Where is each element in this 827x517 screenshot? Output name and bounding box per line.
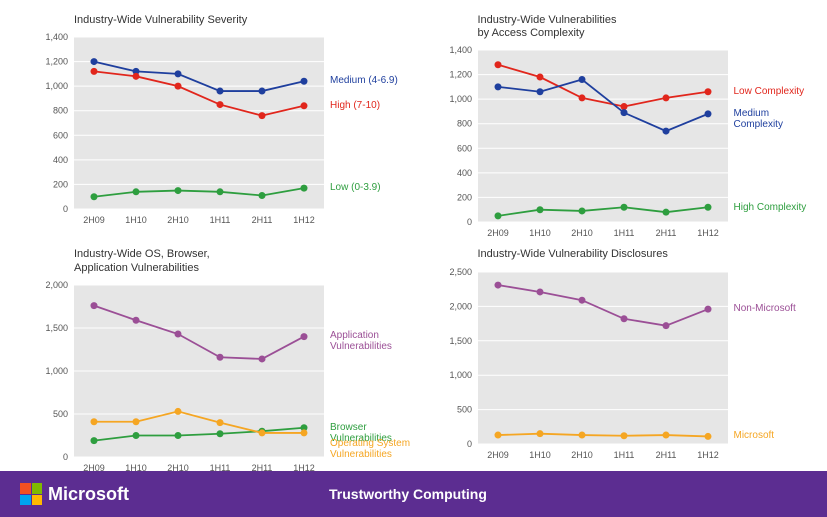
- series-label: Medium (4-6.9): [330, 75, 398, 86]
- footer-bar: Microsoft Trustworthy Computing: [0, 471, 827, 517]
- series-label: Microsoft: [734, 430, 775, 441]
- chart-title: Industry-Wide OS, Browser, Application V…: [10, 244, 414, 278]
- chart-title: Industry-Wide Vulnerability Disclosures: [414, 244, 818, 265]
- svg-text:2H10: 2H10: [167, 215, 189, 225]
- svg-text:0: 0: [466, 439, 471, 449]
- svg-text:2H11: 2H11: [252, 215, 273, 225]
- svg-text:1,000: 1,000: [449, 95, 472, 105]
- svg-text:2H11: 2H11: [655, 450, 676, 460]
- ms-tiles-icon: [20, 483, 42, 505]
- svg-text:600: 600: [53, 130, 68, 140]
- svg-text:1H11: 1H11: [613, 450, 634, 460]
- svg-text:2H09: 2H09: [487, 228, 509, 238]
- svg-text:1,000: 1,000: [45, 366, 68, 376]
- svg-text:1,400: 1,400: [449, 45, 472, 55]
- chart-panel-access: Industry-Wide Vulnerabilities by Access …: [414, 10, 818, 244]
- svg-text:800: 800: [456, 119, 471, 129]
- svg-text:600: 600: [456, 144, 471, 154]
- svg-text:0: 0: [466, 217, 471, 227]
- series-label: High Complexity: [734, 202, 807, 213]
- svg-text:1,400: 1,400: [45, 32, 68, 42]
- svg-text:800: 800: [53, 106, 68, 116]
- svg-text:1,000: 1,000: [449, 370, 472, 380]
- chart-panel-disclosures: Industry-Wide Vulnerability Disclosures 0…: [414, 244, 818, 478]
- chart-title: Industry-Wide Vulnerabilities by Access …: [414, 10, 818, 44]
- svg-text:200: 200: [53, 180, 68, 190]
- svg-text:2,000: 2,000: [45, 280, 68, 290]
- svg-text:500: 500: [53, 409, 68, 419]
- svg-text:2,500: 2,500: [449, 267, 472, 277]
- series-label: Operating System Vulnerabilities: [330, 438, 410, 460]
- series-label: Application Vulnerabilities: [330, 330, 392, 352]
- svg-text:400: 400: [456, 168, 471, 178]
- svg-text:1,200: 1,200: [449, 70, 472, 80]
- microsoft-logo: Microsoft: [20, 483, 129, 505]
- svg-text:2H10: 2H10: [571, 228, 593, 238]
- svg-text:200: 200: [456, 193, 471, 203]
- series-label: Medium Complexity: [734, 108, 818, 130]
- chart-title: Industry-Wide Vulnerability Severity: [10, 10, 414, 31]
- svg-text:1H12: 1H12: [697, 228, 719, 238]
- series-label: Non-Microsoft: [734, 303, 796, 314]
- svg-text:2,000: 2,000: [449, 301, 472, 311]
- svg-text:1,500: 1,500: [449, 335, 472, 345]
- svg-text:2H11: 2H11: [655, 228, 676, 238]
- svg-text:1H11: 1H11: [210, 215, 231, 225]
- series-label: Low (0-3.9): [330, 182, 381, 193]
- series-label: Low Complexity: [734, 86, 805, 97]
- svg-text:1H10: 1H10: [125, 215, 147, 225]
- svg-text:400: 400: [53, 155, 68, 165]
- svg-text:1,000: 1,000: [45, 81, 68, 91]
- svg-text:1H10: 1H10: [529, 450, 551, 460]
- brand-text: Microsoft: [48, 484, 129, 505]
- svg-text:1,200: 1,200: [45, 57, 68, 67]
- svg-text:2H10: 2H10: [571, 450, 593, 460]
- svg-text:1H12: 1H12: [697, 450, 719, 460]
- chart-panel-severity: Industry-Wide Vulnerability Severity 0 200…: [10, 10, 414, 244]
- chart-svg: 0 200 400 600 800 1,000 1,200 1,400 2H09 1H10 2H10…: [414, 44, 814, 244]
- svg-text:0: 0: [63, 452, 68, 462]
- chart-svg: 0 200 400 600 800 1,000 1,200 1,400 2H09 1H10 2H10…: [10, 31, 410, 231]
- series-label: High (7-10): [330, 100, 380, 111]
- svg-text:0: 0: [63, 204, 68, 214]
- svg-text:1H12: 1H12: [293, 215, 315, 225]
- svg-text:1,500: 1,500: [45, 323, 68, 333]
- svg-text:2H09: 2H09: [487, 450, 509, 460]
- svg-text:1H11: 1H11: [613, 228, 634, 238]
- chart-panel-osbrowser: Industry-Wide OS, Browser, Application V…: [10, 244, 414, 478]
- svg-text:500: 500: [456, 404, 471, 414]
- svg-text:1H10: 1H10: [529, 228, 551, 238]
- svg-text:2H09: 2H09: [83, 215, 105, 225]
- tagline: Trustworthy Computing: [329, 486, 487, 502]
